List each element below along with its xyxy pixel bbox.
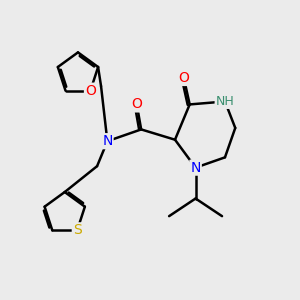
Text: N: N: [190, 160, 201, 175]
Text: S: S: [73, 223, 82, 237]
Text: O: O: [85, 84, 96, 98]
Text: O: O: [131, 98, 142, 111]
Text: N: N: [102, 134, 112, 148]
Text: NH: NH: [216, 95, 234, 108]
Text: O: O: [178, 71, 189, 85]
